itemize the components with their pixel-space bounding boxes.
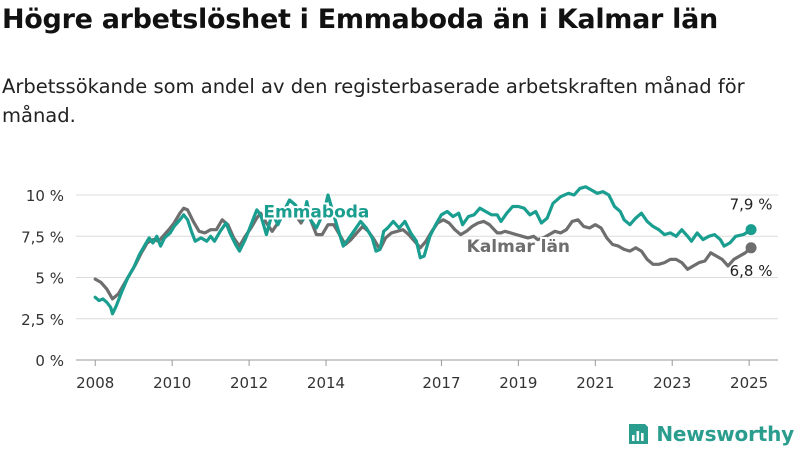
y-tick-label: 5 % <box>35 270 64 288</box>
chart-title: Högre arbetslöshet i Emmaboda än i Kalma… <box>2 4 718 35</box>
series-end-point-emmaboda <box>745 224 757 236</box>
brand-logo-group[interactable]: Newsworthy <box>626 419 794 449</box>
y-tick-label: 2,5 % <box>21 311 64 329</box>
x-tick-label: 2019 <box>499 374 537 392</box>
series-lines <box>93 185 757 316</box>
x-tick-label: 2021 <box>576 374 614 392</box>
y-tick-label: 0 % <box>35 352 64 370</box>
x-tick-label: 2010 <box>153 374 191 392</box>
brand-name: Newsworthy <box>656 422 794 446</box>
series-line-kalmar-lan <box>93 206 753 301</box>
x-tick-label: 2017 <box>422 374 460 392</box>
x-tick-label: 2025 <box>730 374 768 392</box>
chart-subtitle: Arbetssökande som andel av den registerb… <box>2 75 745 127</box>
newsworthy-bar-chart-logo-icon <box>629 424 649 444</box>
x-tick-label: 2023 <box>653 374 691 392</box>
series-end-label: 6,8 % <box>730 262 773 280</box>
x-tick-label: 2008 <box>76 374 114 392</box>
x-tick-label: 2012 <box>230 374 268 392</box>
x-axis-tick-labels: 2008 2010 2012 2014 2017 2019 2021 2023 2025 <box>76 360 768 392</box>
series-end-label: 7,9 % <box>730 196 773 214</box>
y-tick-label: 7,5 % <box>21 228 64 246</box>
grid-lines <box>76 194 778 361</box>
x-tick-label: 2014 <box>307 374 345 392</box>
series-name-annotation: Kalmar län <box>467 237 570 257</box>
y-axis-tick-labels: 0 % 2,5 % 5 % 7,5 % 10 % <box>21 187 64 370</box>
series-line-emmaboda <box>93 185 753 316</box>
y-tick-label: 10 % <box>26 187 64 205</box>
series-name-annotation: Emmaboda <box>263 203 369 223</box>
series-annotations: 7,9 % 6,8 % Emmaboda Kalmar län <box>261 196 773 280</box>
series-end-point-kalmar-lan <box>745 242 757 254</box>
